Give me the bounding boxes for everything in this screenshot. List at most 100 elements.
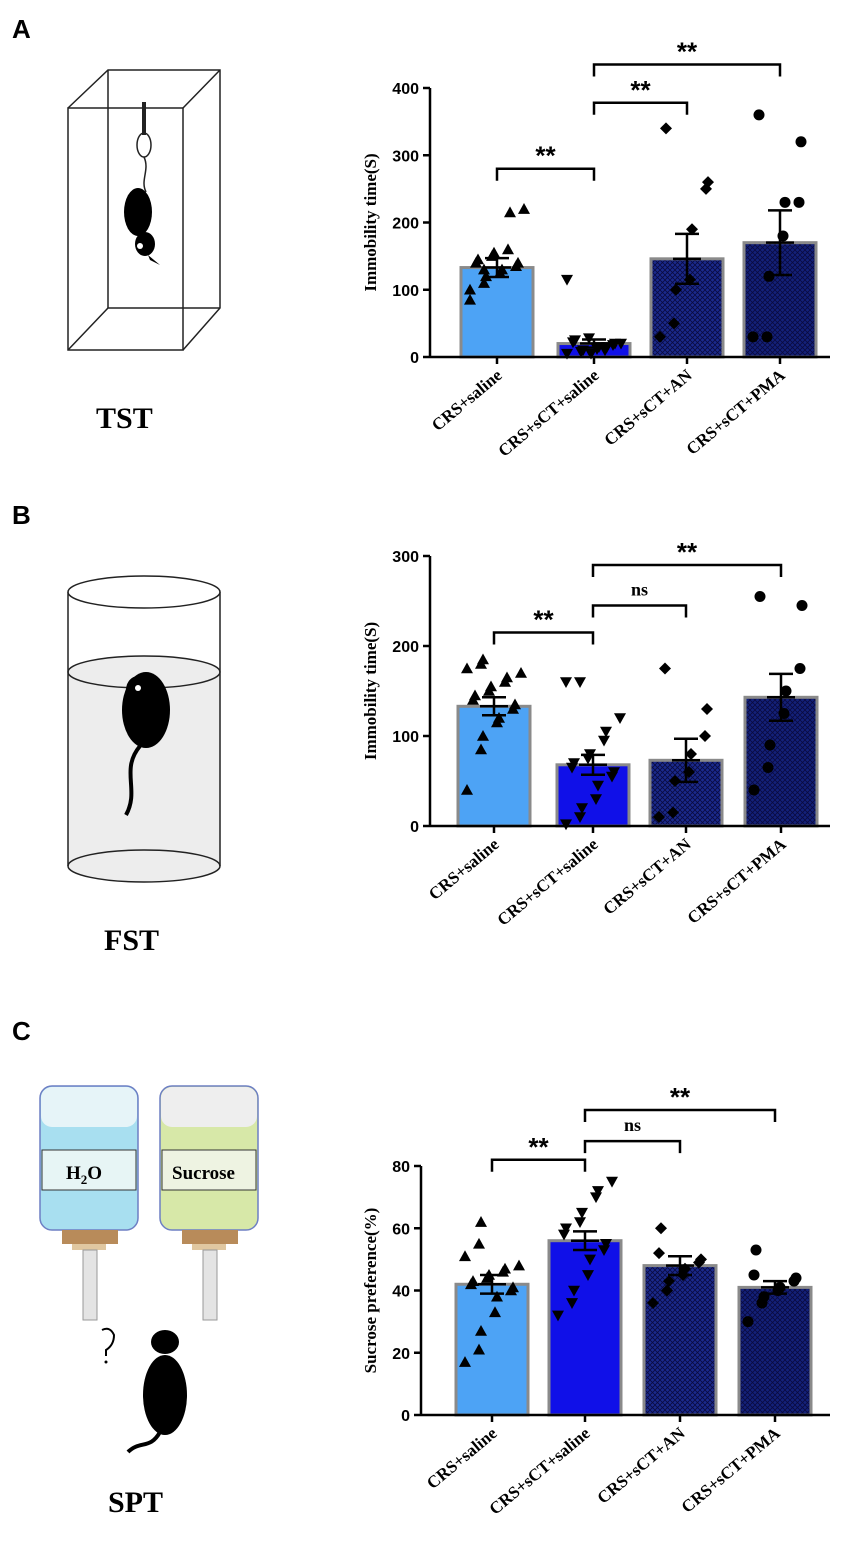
sig-bracket-a-2: ** <box>592 36 782 77</box>
y-tick-label-c-3: 60 <box>392 1221 410 1238</box>
sig-bracket-c-2: ** <box>583 1082 777 1122</box>
points-a-3 <box>747 109 807 343</box>
point-a-0-0 <box>464 283 476 295</box>
point-b-0-8 <box>469 689 481 701</box>
points-b-0 <box>461 653 527 795</box>
bar-c-0 <box>454 1282 530 1417</box>
panel-letter-c: C <box>12 1016 31 1046</box>
x-category-label-c-3: CRS+sCT+PMA <box>678 1423 784 1517</box>
sig-bracket-c-0: ** <box>490 1132 587 1172</box>
point-c-1-2 <box>568 1285 580 1297</box>
errorbar-b-3 <box>767 672 795 722</box>
point-b-1-3 <box>590 794 602 805</box>
point-a-0-1 <box>478 277 490 288</box>
bar-c-1 <box>547 1239 623 1417</box>
point-b-0-14 <box>461 662 473 674</box>
point-c-3-0 <box>742 1316 754 1328</box>
point-c-2-8 <box>655 1222 667 1235</box>
x-category-label-c-0: CRS+saline <box>423 1423 501 1493</box>
point-b-1-8 <box>568 758 580 769</box>
point-a-3-2 <box>763 270 775 282</box>
point-c-1-7 <box>558 1229 570 1241</box>
errorbar-b-2 <box>672 737 700 784</box>
point-b-3-6 <box>796 600 808 611</box>
point-b-3-1 <box>762 762 774 773</box>
point-c-1-10 <box>576 1207 588 1219</box>
point-a-0-13 <box>518 203 530 214</box>
sig-label-c-0: ** <box>528 1132 549 1162</box>
point-b-0-1 <box>475 743 487 755</box>
point-b-0-16 <box>477 653 489 665</box>
errorbar-c-0 <box>478 1273 506 1295</box>
tst-illustration <box>67 69 221 351</box>
point-b-1-4 <box>592 780 604 792</box>
point-c-1-4 <box>584 1254 596 1266</box>
y-tick-label-c-4: 80 <box>392 1159 410 1176</box>
bar-c-3 <box>737 1285 813 1417</box>
point-b-0-12 <box>501 671 513 683</box>
sig-bracket-a-0: ** <box>495 141 596 181</box>
point-b-0-10 <box>485 680 497 692</box>
point-a-3-6 <box>795 136 807 148</box>
sig-bracket-b-2: ** <box>591 537 783 577</box>
point-c-1-12 <box>592 1186 604 1197</box>
point-c-0-2 <box>475 1324 487 1336</box>
point-a-0-14 <box>464 293 476 305</box>
point-b-1-15 <box>574 677 586 688</box>
y-tick-label-a-4: 400 <box>392 81 419 98</box>
point-c-1-11 <box>590 1192 602 1204</box>
sig-label-c-2: ** <box>670 1082 691 1112</box>
point-b-0-0 <box>461 784 473 795</box>
point-b-2-6 <box>701 703 713 715</box>
point-c-1-0 <box>552 1310 564 1322</box>
point-b-1-2 <box>576 803 588 814</box>
errorbar-b-1 <box>579 753 607 776</box>
point-b-1-1 <box>574 812 586 823</box>
test-label-spt: SPT <box>108 1486 164 1519</box>
point-c-3-7 <box>748 1269 760 1281</box>
point-c-0-8 <box>467 1275 479 1286</box>
point-c-2-2 <box>663 1275 675 1288</box>
sig-label-a-0: ** <box>535 141 556 171</box>
errorbar-c-1 <box>571 1230 599 1252</box>
point-c-1-6 <box>600 1239 612 1250</box>
point-b-2-0 <box>653 811 665 823</box>
point-c-3-8 <box>750 1244 762 1256</box>
point-b-1-14 <box>560 677 572 688</box>
points-c-1 <box>552 1176 618 1322</box>
points-b-1 <box>560 677 626 831</box>
point-a-2-6 <box>702 176 714 189</box>
point-b-3-5 <box>794 663 806 674</box>
panel-letter-a: A <box>12 14 31 44</box>
point-a-1-8 <box>569 335 581 347</box>
point-a-2-0 <box>654 330 666 343</box>
y-tick-label-b-0: 0 <box>410 819 419 836</box>
errorbar-c-2 <box>666 1255 694 1277</box>
sig-label-c-1: ns <box>624 1115 641 1135</box>
point-b-3-0 <box>748 784 760 796</box>
points-c-0 <box>459 1216 525 1367</box>
bottle-label-sucrose: Sucrose <box>172 1163 235 1184</box>
x-category-label-c-1: CRS+sCT+saline <box>485 1423 593 1518</box>
point-b-0-4 <box>493 712 505 723</box>
spt-water-bottle <box>39 1085 139 1321</box>
point-c-1-1 <box>566 1298 578 1309</box>
errorbar-c-3 <box>761 1279 789 1295</box>
point-c-1-9 <box>574 1217 586 1229</box>
point-c-0-0 <box>459 1356 471 1367</box>
test-label-fst: FST <box>104 924 160 957</box>
point-a-0-12 <box>504 206 516 218</box>
point-c-0-3 <box>489 1306 501 1318</box>
point-a-2-1 <box>668 317 680 330</box>
point-a-2-7 <box>660 122 672 135</box>
test-label-tst: TST <box>96 402 153 435</box>
point-a-3-4 <box>779 196 791 208</box>
errorbar-a-1 <box>580 338 608 349</box>
point-c-0-1 <box>473 1343 485 1355</box>
point-c-0-6 <box>507 1281 519 1293</box>
point-a-1-0 <box>561 348 573 360</box>
y-tick-label-a-2: 200 <box>392 216 419 233</box>
point-c-0-15 <box>473 1237 485 1249</box>
